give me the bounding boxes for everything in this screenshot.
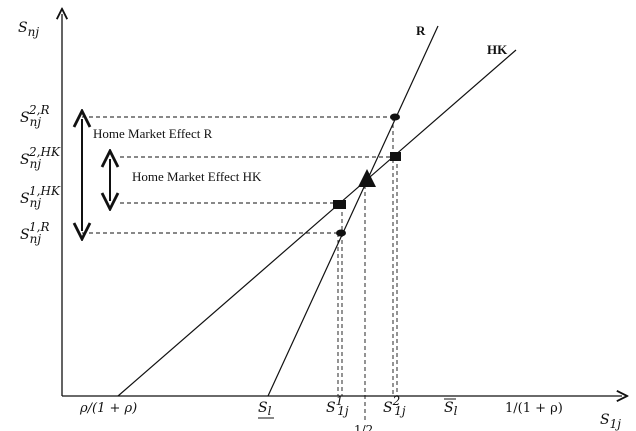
y-tick-s2hk: Snj2,HK — [20, 145, 61, 171]
point-r-bottom — [336, 229, 346, 237]
x-tick-rho: ρ/(1 + ρ) — [79, 401, 137, 416]
x-tick-s1: S1 1j — [326, 394, 349, 418]
y-tick-s1r: Snj1,R — [20, 220, 50, 246]
dashed-guides — [82, 116, 398, 420]
x-tick-s-high: Sl — [444, 400, 458, 418]
x-tick-inv: 1/(1 + ρ) — [505, 401, 563, 416]
line-hk — [117, 49, 517, 397]
effect-hk-label: Home Market Effect HK — [132, 169, 262, 184]
line-r-label: R — [416, 23, 426, 38]
point-r-top — [390, 113, 400, 121]
line-hk-label: HK — [487, 42, 508, 57]
y-axis-label: Snj — [18, 20, 39, 39]
y-tick-s1hk: Snj1,HK — [20, 184, 61, 210]
point-hk-bottom — [333, 200, 346, 209]
line-r — [267, 25, 439, 397]
y-tick-s2r: Snj2,R — [20, 103, 50, 129]
x-tick-s-low: Sl — [258, 400, 272, 418]
x-tick-half: 1/2 — [354, 423, 373, 431]
point-hk-top — [390, 152, 401, 161]
effect-r-label: Home Market Effect R — [93, 126, 213, 141]
intersection-triangle — [358, 169, 376, 187]
x-axis-label: S1j — [600, 412, 621, 431]
x-tick-s2: S2 1j — [383, 394, 406, 418]
